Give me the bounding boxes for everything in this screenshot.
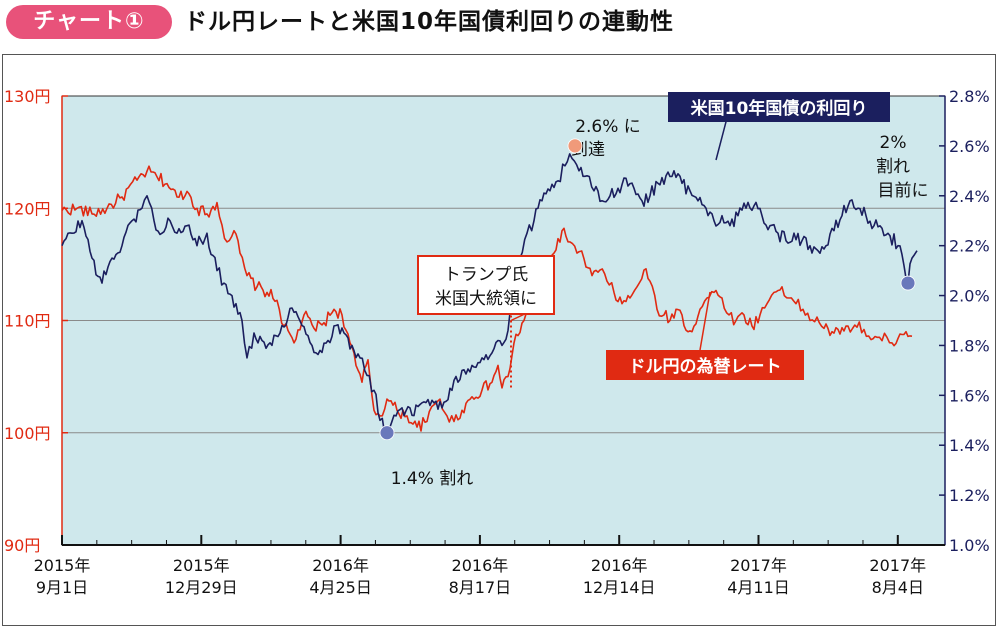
x-tick-label-date: 12月29日	[165, 578, 238, 597]
right-tick-label: 2.6%	[949, 137, 990, 156]
series-group	[61, 153, 918, 435]
x-tick-label-year: 2016年	[452, 556, 509, 575]
right-tick-label: 2.8%	[949, 87, 990, 106]
yield-line	[61, 153, 918, 435]
right-tick-label: 1.8%	[949, 336, 990, 355]
yield-label-leader	[715, 117, 728, 161]
left-tick-label: 110円	[4, 312, 51, 331]
left-tick-label: 130円	[4, 87, 51, 106]
right-axis: 2.8% 2.6% 2.4% 2.2% 2.0% 1.8% 1.6% 1.4% 1.2% 1.0%	[939, 87, 990, 555]
x-tick-label-year: 2016年	[591, 556, 648, 575]
right-tick-label: 1.0%	[949, 536, 990, 555]
x-tick-label-date: 12月14日	[583, 578, 656, 597]
left-tick-label: 90円	[4, 536, 40, 555]
right-tick-label: 1.2%	[949, 486, 990, 505]
high-label-line1: 2.6% に	[575, 117, 641, 137]
chart-frame	[2, 54, 996, 626]
x-tick-label-year: 2017年	[730, 556, 787, 575]
right-tick-label: 2.2%	[949, 237, 990, 256]
event-label-box	[417, 255, 555, 315]
left-axis: 130円 120円 110円 100円 90円	[4, 87, 68, 555]
usdjpy-line	[61, 165, 913, 432]
end-label-line2: 割れ	[876, 157, 910, 177]
x-tick-label-year: 2016年	[312, 556, 369, 575]
chart-badge: チャート①	[6, 5, 172, 39]
x-tick-label-date: 9月1日	[36, 578, 88, 597]
marker-high	[567, 138, 583, 154]
right-tick-label: 2.4%	[949, 187, 990, 206]
marker-end	[900, 275, 916, 291]
left-tick-label: 100円	[4, 424, 51, 443]
yield-label-box	[668, 92, 890, 122]
x-axis: 2015年 9月1日 2015年 12月29日 2016年 4月25日 2016年 8月17日…	[34, 535, 945, 597]
low-label: 1.4% 割れ	[391, 469, 474, 489]
x-tick-label-year: 2015年	[173, 556, 230, 575]
event-label-line2: 米国大統領に	[435, 289, 537, 309]
marker-low	[379, 425, 395, 441]
right-tick-label: 1.6%	[949, 386, 990, 405]
x-tick-label-date: 4月25日	[309, 578, 372, 597]
end-label-line1: 2%	[880, 133, 907, 153]
x-tick-label-year: 2015年	[34, 556, 91, 575]
event-label-line1: トランプ氏	[444, 265, 529, 285]
right-tick-label: 2.0%	[949, 287, 990, 306]
usdjpy-series-label: ドル円の為替レート	[629, 356, 782, 377]
gridlines	[62, 207, 945, 434]
x-tick-label-date: 4月11日	[727, 578, 790, 597]
right-tick-label: 1.4%	[949, 436, 990, 455]
usdjpy-label-box	[606, 350, 804, 380]
left-tick-label: 120円	[4, 199, 51, 218]
yield-series-label: 米国10年国債の利回り	[691, 98, 868, 119]
annotations: トランプ氏 米国大統領に 米国10年国債の利回り ドル円の為替レート 1.4% …	[391, 92, 929, 489]
markers	[379, 138, 916, 441]
end-label-line3: 目前に	[878, 181, 929, 201]
usdjpy-label-leader	[699, 291, 711, 351]
page-title: ドル円レートと米国10年国債利回りの連動性	[184, 9, 675, 35]
x-tick-label-date: 8月4日	[872, 578, 924, 597]
x-tick-label-date: 8月17日	[449, 578, 512, 597]
x-tick-label-year: 2017年	[869, 556, 926, 575]
